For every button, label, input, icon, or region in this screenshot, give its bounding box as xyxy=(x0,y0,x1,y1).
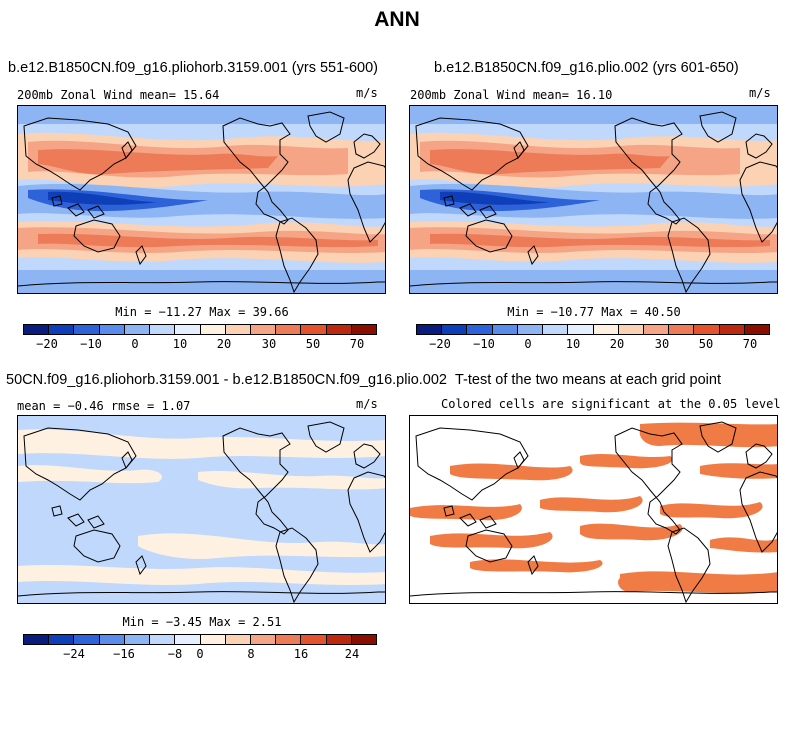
panel1-wind-field xyxy=(18,106,385,293)
panel2-minmax: Min = −10.77 Max = 40.50 xyxy=(507,305,681,319)
colorbar-swatches xyxy=(416,324,770,335)
colorbar-swatches xyxy=(23,634,377,645)
panel3-map xyxy=(17,415,386,604)
color-swatch xyxy=(568,325,594,334)
panel2-map xyxy=(409,105,778,294)
colorbar-ticks: −24 −16 −8 0 8 16 24 xyxy=(23,647,377,661)
tick-label: 24 xyxy=(344,647,360,661)
panel2-colorbar: −20 −10 0 10 20 30 50 70 xyxy=(416,324,770,351)
tick-label: −16 xyxy=(113,647,135,661)
panel1-units: m/s xyxy=(356,86,378,100)
tick-label: 10 xyxy=(172,337,188,351)
panel3-units: m/s xyxy=(356,397,378,411)
color-swatch xyxy=(250,325,277,334)
color-swatch xyxy=(351,325,377,334)
colorbar-ticks: −20 −10 0 10 20 30 50 70 xyxy=(23,337,377,351)
tick-label: 70 xyxy=(349,337,365,351)
panel2-units: m/s xyxy=(749,86,771,100)
tick-label: 0 xyxy=(131,337,139,351)
panel3-subtitle: mean = −0.46 rmse = 1.07 xyxy=(17,399,191,413)
color-swatch xyxy=(49,325,75,334)
color-swatch xyxy=(669,325,695,334)
tick-label: 30 xyxy=(654,337,670,351)
color-swatch xyxy=(643,325,670,334)
tick-label: 10 xyxy=(565,337,581,351)
panel3-minmax: Min = −3.45 Max = 2.51 xyxy=(122,615,282,629)
panel1-colorbar: −20 −10 0 10 20 30 50 70 xyxy=(23,324,377,351)
tick-label: 8 xyxy=(247,647,255,661)
tick-label: 20 xyxy=(216,337,232,351)
panel1-map xyxy=(17,105,386,294)
panel2-title: b.e12.B1850CN.f09_g16.plio.002 (yrs 601-… xyxy=(434,60,739,76)
panel1-subtitle: 200mb Zonal Wind mean= 15.64 xyxy=(17,88,220,102)
color-swatch xyxy=(744,325,770,334)
color-swatch xyxy=(150,635,176,644)
color-swatch xyxy=(517,325,544,334)
panel4-map xyxy=(409,415,778,604)
tick-label: 70 xyxy=(742,337,758,351)
tick-label: 16 xyxy=(293,647,309,661)
color-swatch xyxy=(276,635,302,644)
color-swatch xyxy=(175,325,201,334)
color-swatch xyxy=(543,325,569,334)
panel3-title: 50CN.f09_g16.pliohorb.3159.001 - b.e12.B… xyxy=(6,372,447,388)
colorbar-ticks: −20 −10 0 10 20 30 50 70 xyxy=(416,337,770,351)
tick-label: 50 xyxy=(698,337,714,351)
tick-label: −24 xyxy=(63,647,85,661)
tick-label: −20 xyxy=(429,337,451,351)
main-title: ANN xyxy=(374,8,420,31)
color-swatch xyxy=(442,325,468,334)
tick-label: −8 xyxy=(167,647,183,661)
color-swatch xyxy=(417,325,443,334)
color-swatch xyxy=(124,325,151,334)
panel1-title: b.e12.B1850CN.f09_g16.pliohorb.3159.001 … xyxy=(8,60,379,76)
tick-label: 0 xyxy=(196,647,204,661)
color-swatch xyxy=(200,325,226,334)
color-swatch xyxy=(351,635,377,644)
color-swatch xyxy=(301,635,327,644)
color-swatch xyxy=(492,325,518,334)
tick-label: 20 xyxy=(609,337,625,351)
color-swatch xyxy=(150,325,176,334)
tick-label: −10 xyxy=(80,337,102,351)
color-swatch xyxy=(175,635,201,644)
color-swatch xyxy=(467,325,493,334)
tick-label: 0 xyxy=(524,337,532,351)
color-swatch xyxy=(49,635,75,644)
panel2-wind-field xyxy=(410,106,777,293)
color-swatch xyxy=(225,325,251,334)
panel4-title: T-test of the two means at each grid poi… xyxy=(455,372,721,388)
tick-label: 50 xyxy=(305,337,321,351)
color-swatch xyxy=(99,635,125,644)
color-swatch xyxy=(250,635,277,644)
tick-label: −10 xyxy=(473,337,495,351)
color-swatch xyxy=(24,325,50,334)
colorbar-swatches xyxy=(23,324,377,335)
color-swatch xyxy=(74,635,100,644)
panel4-significance-field xyxy=(410,416,777,603)
color-swatch xyxy=(694,325,720,334)
color-swatch xyxy=(301,325,327,334)
panel3-colorbar: −24 −16 −8 0 8 16 24 xyxy=(23,634,377,661)
color-swatch xyxy=(326,635,352,644)
color-swatch xyxy=(24,635,50,644)
panel3-difference-field xyxy=(18,416,385,603)
color-swatch xyxy=(618,325,644,334)
color-swatch xyxy=(99,325,125,334)
color-swatch xyxy=(124,635,151,644)
color-swatch xyxy=(200,635,226,644)
color-swatch xyxy=(276,325,302,334)
tick-label: −20 xyxy=(36,337,58,351)
panel4-subtitle: Colored cells are significant at the 0.0… xyxy=(441,397,781,411)
panel2-subtitle: 200mb Zonal Wind mean= 16.10 xyxy=(410,88,613,102)
color-swatch xyxy=(225,635,251,644)
color-swatch xyxy=(326,325,352,334)
color-swatch xyxy=(719,325,745,334)
color-swatch xyxy=(74,325,100,334)
color-swatch xyxy=(593,325,619,334)
panel1-minmax: Min = −11.27 Max = 39.66 xyxy=(115,305,289,319)
tick-label: 30 xyxy=(261,337,277,351)
